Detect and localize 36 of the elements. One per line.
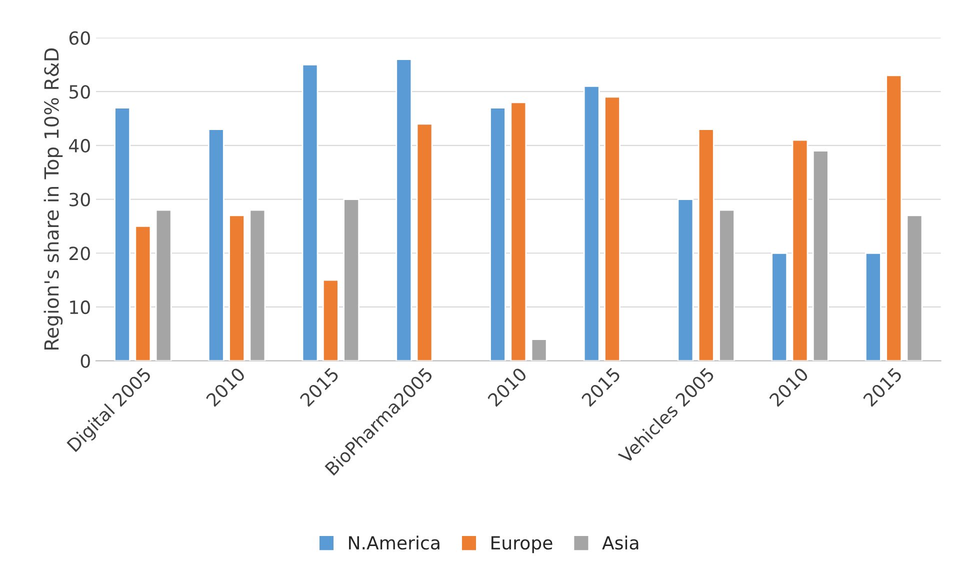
legend-label: Europe xyxy=(492,536,552,554)
bar xyxy=(208,128,224,361)
y-tick-label: 10 xyxy=(70,300,90,314)
bar xyxy=(249,209,266,361)
y-tick-label: 0 xyxy=(80,354,90,368)
bar xyxy=(698,128,714,361)
bar xyxy=(510,102,527,361)
bar xyxy=(490,107,506,361)
bar xyxy=(792,139,808,361)
y-tick-label: 50 xyxy=(70,85,90,99)
bar xyxy=(583,86,600,361)
y-tick-label: 30 xyxy=(70,192,90,206)
y-tick-label: 40 xyxy=(69,138,90,153)
bar xyxy=(771,252,788,361)
y-tick-label: 20 xyxy=(69,246,90,260)
legend-label: N.America xyxy=(349,536,440,550)
bar xyxy=(134,226,152,361)
bar xyxy=(416,123,433,361)
bar xyxy=(865,252,882,361)
bar xyxy=(155,209,172,361)
bar xyxy=(343,198,360,361)
bar xyxy=(812,150,829,361)
y-axis-title: Region's share in Top 10% R&D xyxy=(44,48,63,350)
bar xyxy=(302,64,318,361)
bar xyxy=(718,209,735,361)
bar xyxy=(677,198,694,361)
bar xyxy=(114,107,130,361)
bar xyxy=(604,96,620,361)
bar xyxy=(886,74,902,361)
bar xyxy=(228,214,246,361)
bar xyxy=(530,338,548,361)
y-tick-label: 60 xyxy=(69,31,90,45)
bar xyxy=(906,214,923,361)
legend-label: Asia xyxy=(602,536,638,550)
bar xyxy=(396,58,412,361)
bar xyxy=(322,279,339,361)
